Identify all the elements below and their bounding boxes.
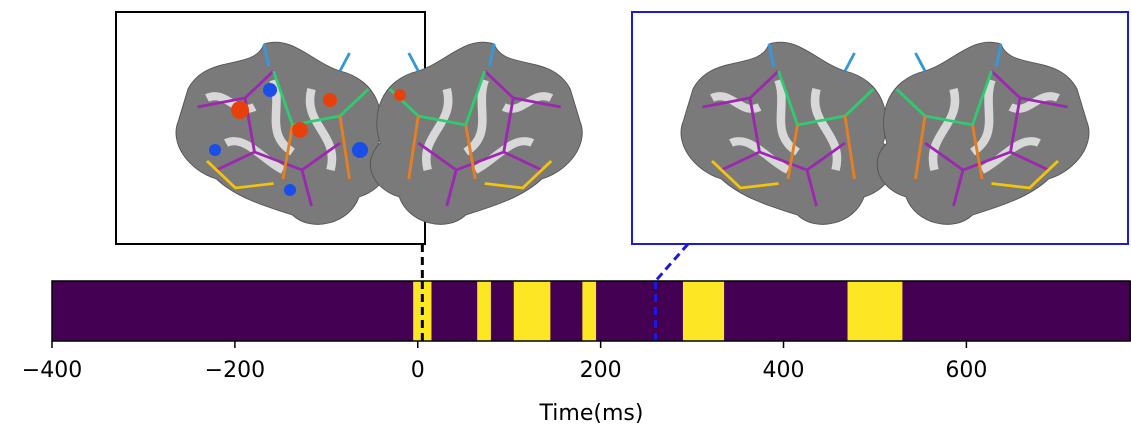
x-tick-label: 600	[945, 358, 987, 383]
x-tick-label: 400	[763, 358, 805, 383]
x-tick-label: −400	[22, 358, 82, 383]
x-tick-label: 200	[580, 358, 622, 383]
activation-spots	[209, 83, 406, 196]
active-band	[582, 281, 597, 341]
x-axis-label: Time(ms)	[539, 401, 644, 426]
active-band	[513, 281, 551, 341]
active-band	[477, 281, 491, 341]
x-tick-label: 0	[411, 358, 425, 383]
active-band	[847, 281, 903, 341]
plot-frame	[51, 280, 1131, 342]
raster-plot: −400 −200 0 200 400 600 Time(ms)	[22, 243, 1131, 426]
active-band	[682, 281, 725, 341]
x-tick-label: −200	[205, 358, 265, 383]
connector	[654, 243, 690, 282]
